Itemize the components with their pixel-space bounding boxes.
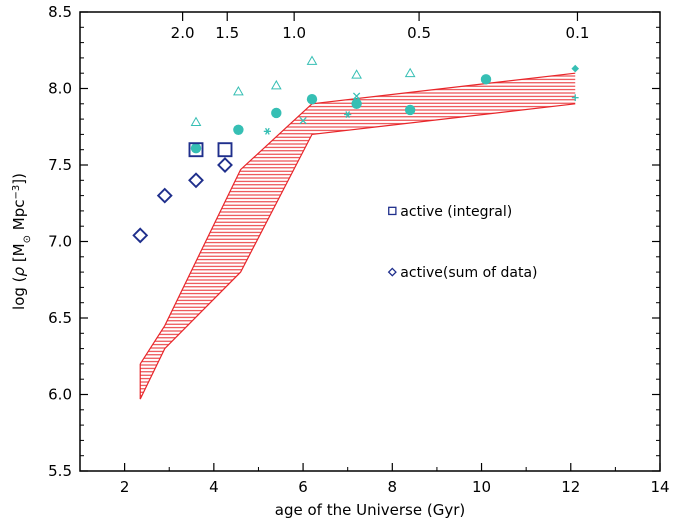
y-title-sub: ⊙ — [22, 235, 33, 243]
legend-label: active (integral) — [400, 204, 512, 220]
diamond-marker — [156, 187, 173, 204]
cross-marker — [299, 116, 307, 125]
legend-square-marker — [388, 206, 397, 216]
y-axis-title: log (ρ [M⊙ Mpc−3]) — [10, 173, 33, 310]
cross-stroke-b — [352, 92, 361, 100]
square-marker — [217, 142, 233, 158]
plus-marker — [571, 94, 579, 102]
triangle-marker — [270, 79, 282, 90]
y-title-mid: Mpc — [10, 200, 28, 235]
filled-diamond-marker — [571, 64, 580, 73]
circle-marker — [306, 94, 318, 105]
diamond-marker — [217, 157, 233, 173]
top-axis-label: 1.5 — [215, 24, 239, 42]
x-tick-label: 6 — [298, 478, 308, 496]
circle-marker — [271, 107, 282, 119]
model-band-lower — [139, 103, 576, 400]
y-title-sup: −3 — [11, 185, 22, 200]
top-axis-label: 2.0 — [171, 24, 195, 42]
cross-stroke-b — [299, 116, 307, 125]
star-stroke — [354, 97, 359, 105]
star-marker — [263, 127, 271, 135]
y-title-close: ]) — [10, 173, 28, 185]
y-tick-label: 8.5 — [48, 3, 72, 21]
markers-group — [132, 55, 580, 244]
top-axis-label: 0.5 — [407, 24, 431, 42]
y-tick-label: 5.5 — [48, 462, 72, 480]
star-stroke — [265, 127, 270, 135]
y-title-open: [M — [10, 243, 28, 267]
star-stroke — [345, 111, 351, 118]
x-tick-label: 14 — [650, 478, 669, 496]
circle-marker — [480, 74, 492, 85]
triangle-marker — [306, 55, 318, 65]
triangle-marker — [190, 116, 202, 127]
y-tick-label: 7.5 — [48, 156, 72, 174]
star-marker — [344, 111, 352, 118]
model-band-fill — [140, 73, 576, 400]
cross-marker — [352, 92, 361, 100]
y-tick-label: 6.5 — [48, 309, 72, 327]
square-marker — [188, 142, 204, 158]
model-band-upper — [139, 72, 576, 365]
x-axis-title: age of the Universe (Gyr) — [275, 501, 465, 519]
y-title-prefix: log ( — [10, 276, 28, 310]
x-tick-label: 10 — [472, 478, 491, 496]
diamond-marker — [188, 172, 204, 189]
circle-marker — [190, 142, 202, 154]
x-tick-label: 12 — [561, 478, 580, 496]
circle-marker — [233, 124, 244, 136]
legend: active (integral) active(sum of data) — [387, 204, 538, 281]
legend-label: active(sum of data) — [400, 265, 537, 281]
x-tick-label: 2 — [120, 478, 130, 496]
top-axis-label: 1.0 — [282, 24, 306, 42]
y-tick-label: 6.0 — [48, 386, 72, 404]
model-band-group — [139, 72, 576, 400]
triangle-marker — [404, 67, 416, 78]
y-title-rho: ρ — [10, 266, 28, 276]
triangle-marker — [351, 69, 362, 79]
top-axis-label: 0.1 — [566, 24, 590, 42]
diamond-marker — [132, 227, 149, 244]
triangle-marker — [233, 86, 244, 96]
ticks-group: 2 4 6 8 10 12 14 5.5 6.0 6.5 7.0 7.5 8.0 8.5 2.0 1.5 1.0… — [48, 3, 669, 496]
legend-diamond-marker — [387, 267, 397, 277]
y-tick-label: 8.0 — [48, 80, 72, 98]
x-tick-label: 4 — [209, 478, 219, 496]
circle-marker — [404, 104, 416, 116]
y-tick-label: 7.0 — [48, 233, 72, 251]
star-marker — [353, 97, 361, 105]
x-tick-label: 8 — [388, 478, 398, 496]
